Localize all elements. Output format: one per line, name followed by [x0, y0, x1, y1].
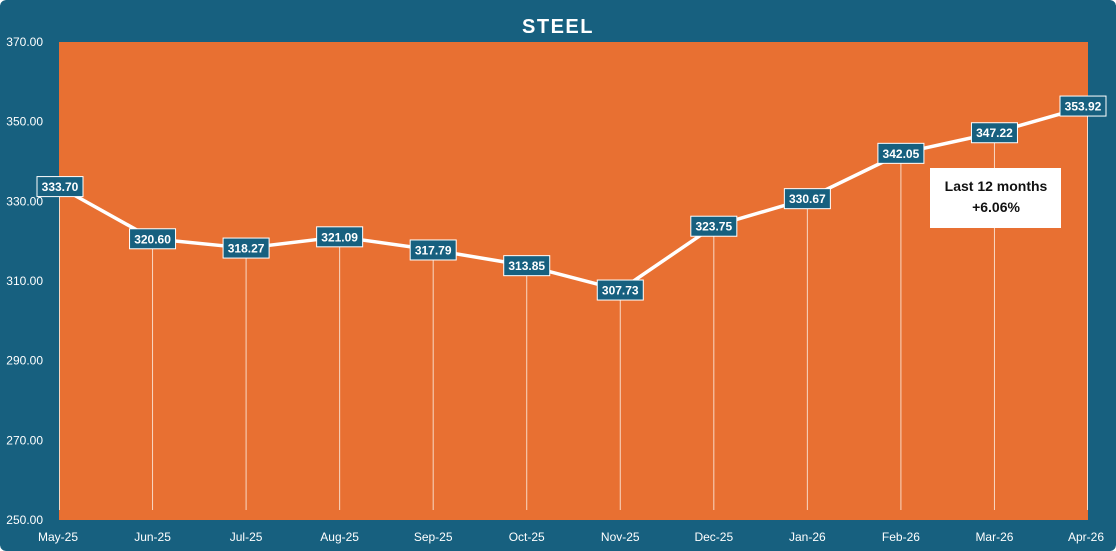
data-label: 313.85 — [508, 259, 545, 273]
x-tick-label: Apr-26 — [1068, 530, 1104, 544]
data-label-box — [877, 142, 925, 164]
x-tick-label: Dec-25 — [694, 530, 733, 544]
data-label-box — [970, 122, 1018, 144]
y-tick-label: 370.00 — [6, 35, 43, 49]
data-label: 347.22 — [976, 126, 1013, 140]
x-tick-label: Oct-25 — [509, 530, 545, 544]
plot-area — [59, 42, 1088, 520]
data-label: 317.79 — [415, 243, 452, 257]
data-label: 318.27 — [228, 242, 265, 256]
y-tick-label: 290.00 — [6, 354, 43, 368]
x-tick-label: May-25 — [38, 530, 78, 544]
data-label: 323.75 — [695, 220, 732, 234]
y-axis-ticks: 250.00 270.00 290.00 310.00 330.00 350.00 370.… — [6, 35, 43, 527]
y-tick-label: 310.00 — [6, 274, 43, 288]
x-tick-label: Jun-25 — [134, 530, 171, 544]
y-tick-label: 270.00 — [6, 433, 43, 447]
x-tick-label: Jan-26 — [789, 530, 826, 544]
chart-title: STEEL — [522, 16, 594, 38]
data-label: 321.09 — [321, 230, 358, 244]
data-label: 342.05 — [883, 147, 920, 161]
change-annotation: Last 12 months +6.06% — [930, 168, 1061, 228]
data-label-box — [316, 226, 364, 248]
annotation-line1: Last 12 months — [945, 178, 1048, 194]
x-tick-label: Mar-26 — [975, 530, 1013, 544]
x-tick-label: Sep-25 — [414, 530, 453, 544]
y-tick-label: 250.00 — [6, 513, 43, 527]
x-tick-label: Aug-25 — [320, 530, 359, 544]
x-tick-label: Feb-26 — [882, 530, 920, 544]
data-label: 353.92 — [1065, 100, 1102, 114]
annotation-box — [930, 168, 1061, 228]
data-label: 307.73 — [602, 284, 639, 298]
data-label-box — [503, 255, 551, 277]
x-tick-label: Nov-25 — [601, 530, 640, 544]
data-label-box — [129, 228, 177, 250]
data-label-box — [409, 239, 457, 261]
data-label-box — [596, 279, 644, 301]
data-label-box — [690, 215, 738, 237]
data-label: 320.60 — [134, 232, 171, 246]
annotation-line2: +6.06% — [972, 199, 1020, 215]
data-labels: 333.70 320.60 318.27 321.09 317.79 313.85 307.… — [36, 95, 1107, 301]
data-label: 330.67 — [789, 192, 826, 206]
data-label: 333.70 — [42, 180, 79, 194]
data-label-box — [222, 237, 270, 259]
data-label-box — [1059, 95, 1107, 117]
y-tick-label: 350.00 — [6, 115, 43, 129]
x-axis-ticks: May-25 Jun-25 Jul-25 Aug-25 Sep-25 Oct-25 Nov-… — [38, 530, 1104, 544]
x-tick-label: Jul-25 — [230, 530, 263, 544]
drop-lines — [59, 106, 1088, 510]
data-label-box — [36, 176, 84, 198]
y-tick-label: 330.00 — [6, 194, 43, 208]
data-label-box — [783, 188, 831, 210]
